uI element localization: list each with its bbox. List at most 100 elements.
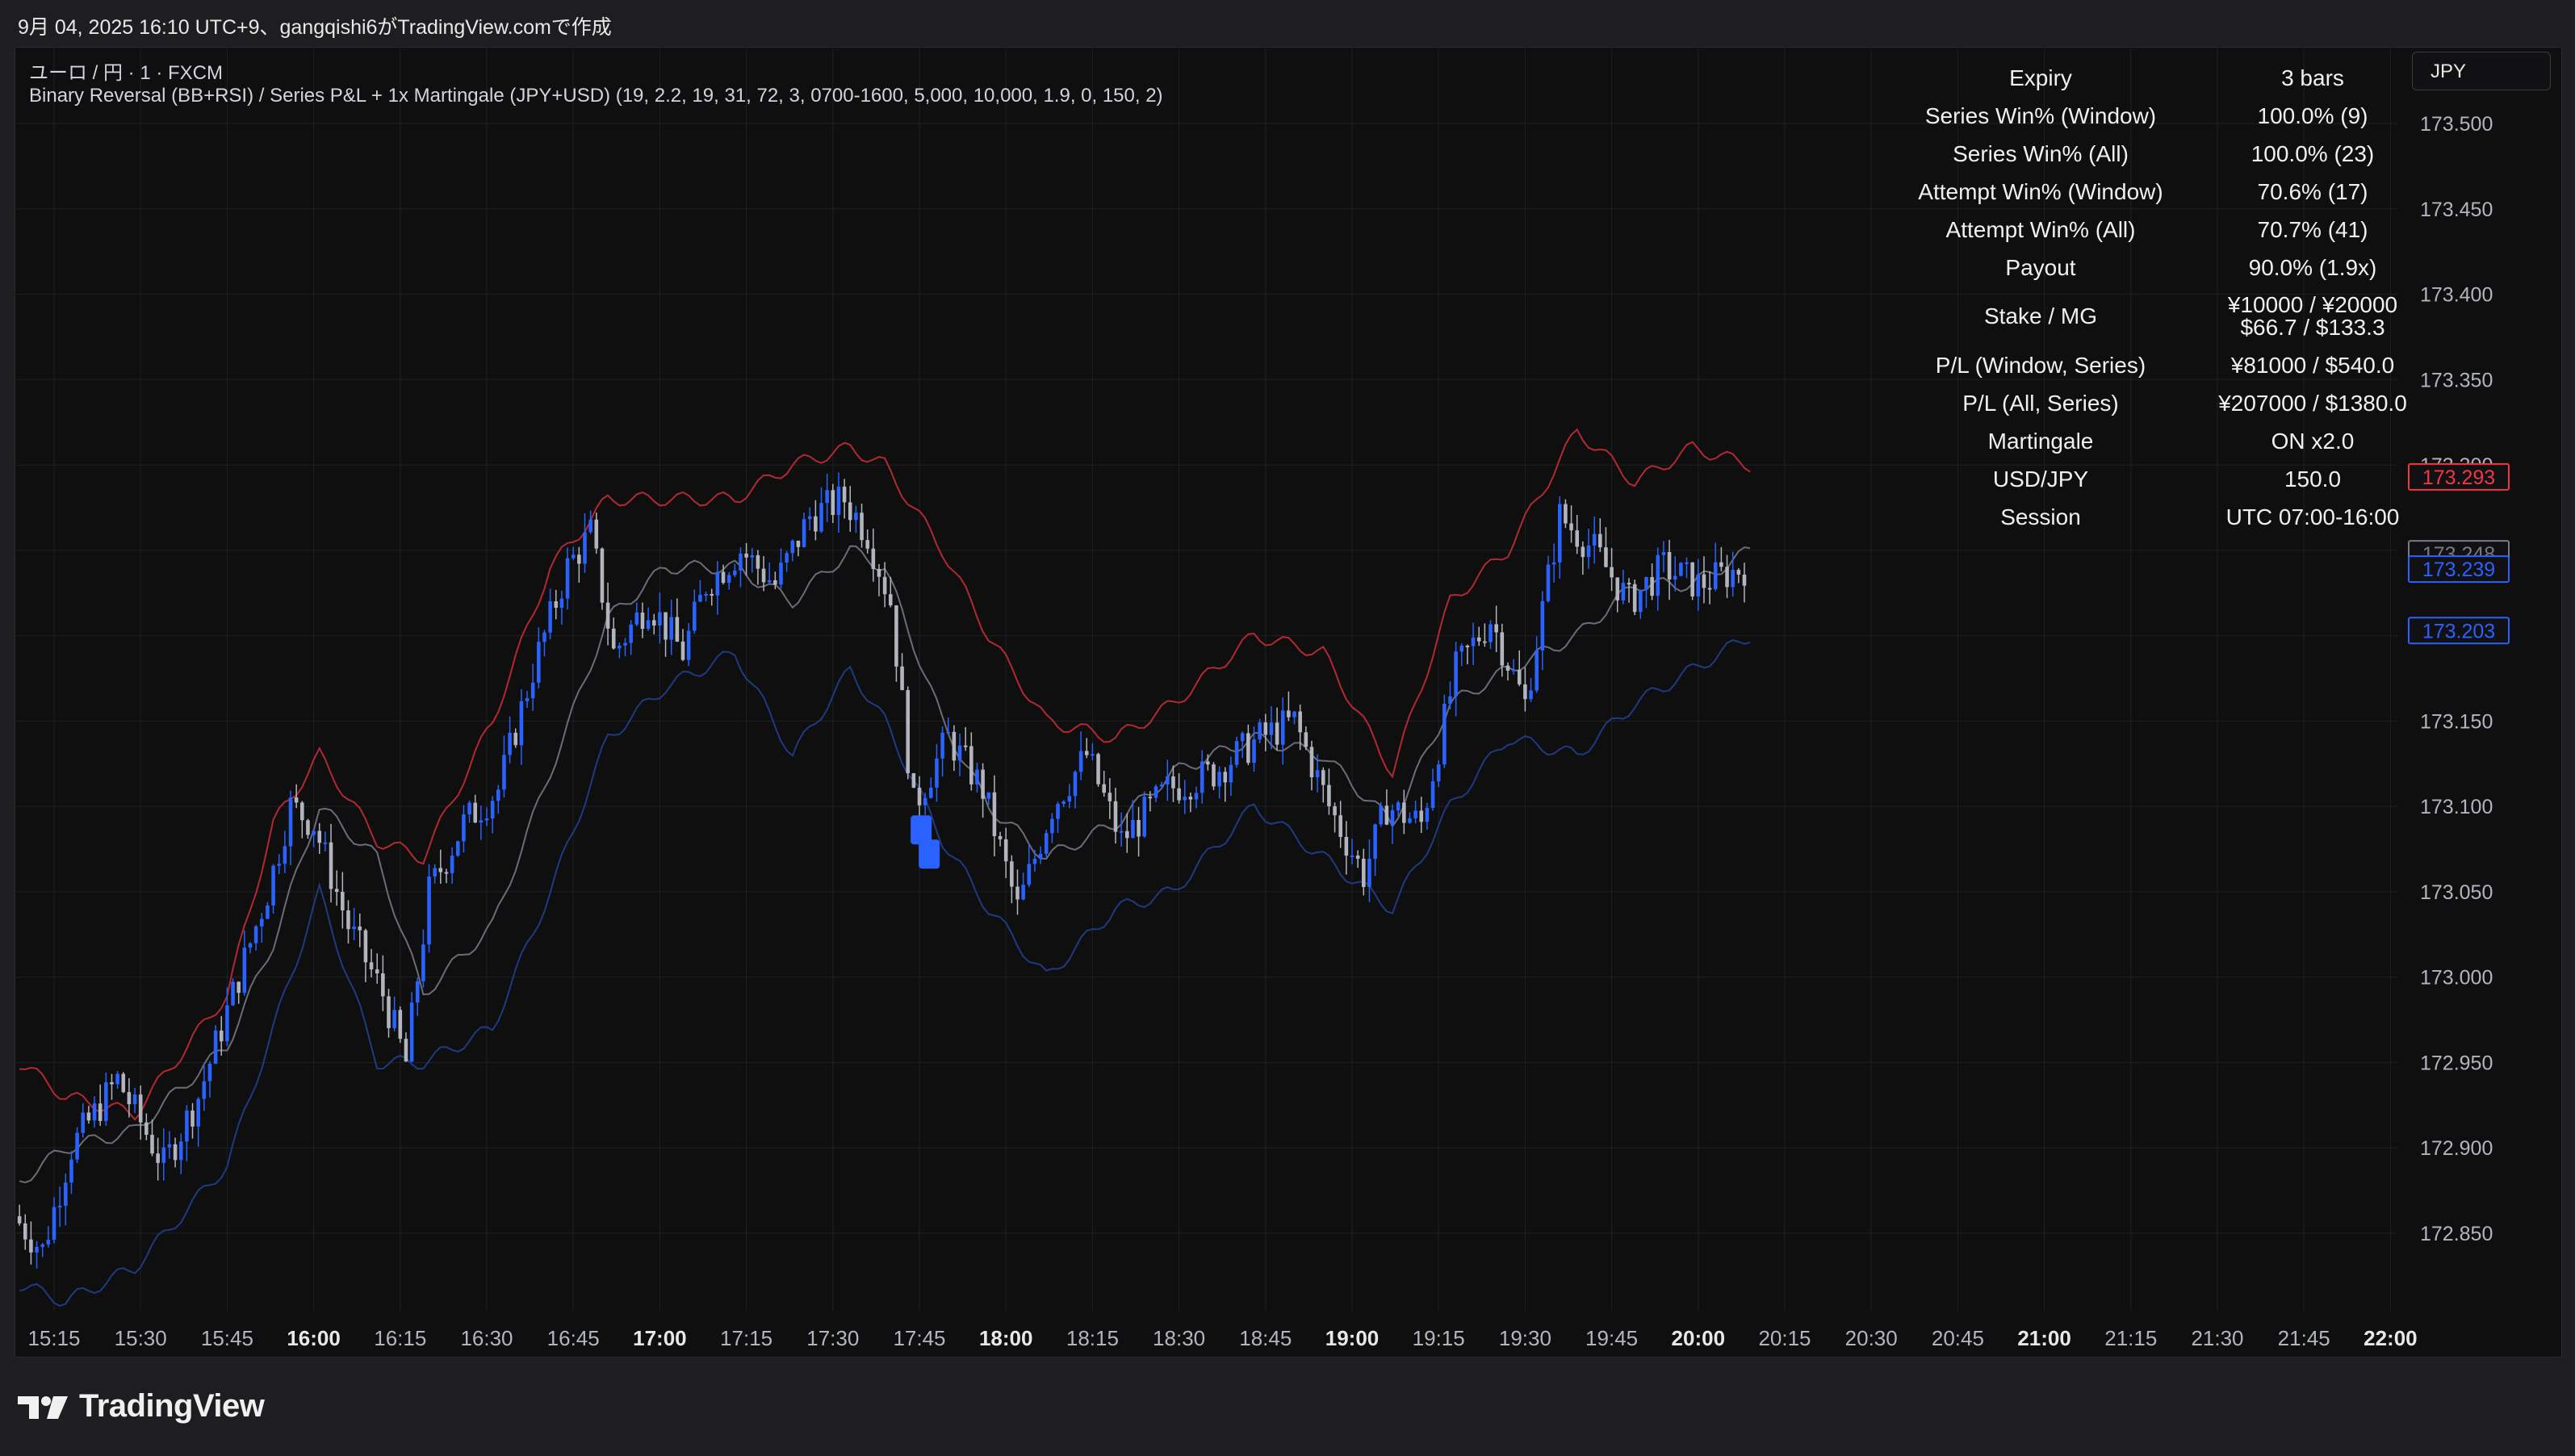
- time-tick-label: 19:00: [1325, 1326, 1380, 1350]
- bollinger-upper-band: [19, 428, 1751, 1121]
- time-tick-label: 20:00: [1672, 1326, 1726, 1350]
- time-tick-label: 18:15: [1066, 1326, 1119, 1350]
- candle-body: [341, 891, 345, 911]
- time-tick-label: 16:45: [547, 1326, 600, 1350]
- candle-body: [935, 758, 939, 788]
- candle-body: [81, 1112, 86, 1133]
- candle-body: [1610, 567, 1614, 578]
- stats-row: Attempt Win% (All) 70.7% (41): [1881, 211, 2397, 249]
- candle-body: [854, 513, 858, 521]
- candle-body: [161, 1147, 166, 1163]
- stats-value: ON x2.0: [2163, 422, 2462, 460]
- candle-body: [698, 594, 702, 602]
- candle-body: [1263, 722, 1268, 735]
- stats-row: Session UTC 07:00-16:00: [1881, 498, 2399, 536]
- candle-body: [69, 1159, 73, 1183]
- candle-body: [1015, 886, 1020, 900]
- candle-body: [1223, 772, 1228, 783]
- candle-body: [513, 732, 518, 746]
- candle-body: [1627, 583, 1631, 585]
- price-tick-label: 173.400: [2420, 284, 2493, 307]
- candle-body: [785, 553, 789, 563]
- candle-body: [427, 876, 431, 945]
- candle-body: [1234, 741, 1239, 765]
- candle-body: [957, 745, 962, 761]
- time-tick-label: 20:30: [1845, 1326, 1898, 1350]
- time-tick-label: 16:00: [287, 1326, 341, 1350]
- candle-body: [1269, 722, 1274, 735]
- time-tick-label: 17:00: [633, 1326, 687, 1350]
- candle-body: [1050, 818, 1054, 834]
- candle-body: [710, 594, 714, 596]
- candle-body: [490, 801, 495, 819]
- candle-body: [1551, 562, 1556, 565]
- time-tick-label: 16:15: [374, 1326, 426, 1350]
- candle-body: [819, 503, 823, 532]
- price-tick-label: 172.950: [2420, 1052, 2493, 1074]
- candle-body: [312, 831, 316, 835]
- candle-body: [1321, 770, 1325, 785]
- symbol-legend[interactable]: ユーロ / 円 · 1 · FXCM: [29, 62, 223, 84]
- price-label-text: 173.293: [2422, 467, 2495, 489]
- candle-body: [231, 981, 235, 1006]
- candle-body: [1166, 776, 1170, 784]
- candle-body: [1298, 711, 1302, 733]
- time-axis: 15:15 15:30 15:45 16:00 16:15 16:30 16:45 17:00…: [27, 1326, 2417, 1350]
- candle-body: [283, 846, 287, 864]
- candle-body: [363, 930, 368, 963]
- currency-selector[interactable]: JPY: [2412, 52, 2551, 90]
- candle-body: [415, 981, 420, 1003]
- candle-body: [865, 540, 869, 549]
- stats-row: P/L (All, Series) ¥207000 / $1380.0: [1881, 384, 2407, 422]
- candle-body: [917, 787, 922, 805]
- candle-body: [57, 1205, 62, 1207]
- price-tick-label: 172.850: [2420, 1223, 2493, 1245]
- candle-body: [253, 926, 258, 943]
- time-tick-label: 21:30: [2191, 1326, 2243, 1350]
- candle-body: [739, 553, 743, 571]
- candle-body: [266, 905, 270, 919]
- stats-value: ¥10000 / ¥20000 $66.7 / $133.3: [2163, 294, 2462, 339]
- candle-body: [1413, 810, 1417, 818]
- candle-body: [225, 1005, 229, 1042]
- candle-body: [473, 802, 477, 823]
- candle-body: [1639, 589, 1643, 613]
- candle-body: [1119, 831, 1124, 833]
- stats-value-line: 100.0% (9): [2257, 103, 2368, 128]
- candle-body: [664, 612, 668, 640]
- candle-body: [1592, 533, 1597, 546]
- stats-value-line: 3 bars: [2281, 65, 2344, 90]
- candle-body: [906, 690, 910, 774]
- candle-body: [1056, 804, 1060, 819]
- candle-body: [1107, 793, 1112, 801]
- candle-body: [1200, 761, 1204, 793]
- candle-body: [1367, 859, 1371, 888]
- candle-body: [779, 563, 783, 585]
- candle-body: [1696, 574, 1701, 597]
- time-tick-label: 22:00: [2364, 1326, 2418, 1350]
- candle-body: [462, 814, 466, 842]
- candle-body: [1159, 784, 1164, 787]
- candle-body: [530, 682, 535, 699]
- candle-body: [981, 769, 985, 799]
- candle-body: [877, 568, 881, 577]
- stats-key: Expiry: [2009, 65, 2072, 90]
- candle-body: [369, 962, 374, 970]
- bollinger-lower-band: [19, 639, 1751, 1307]
- candle-body: [583, 532, 587, 564]
- stats-value: ¥207000 / $1380.0: [2163, 384, 2462, 422]
- candle-body: [634, 612, 639, 625]
- stats-key: Attempt Win% (Window): [1918, 179, 2163, 204]
- candle-body: [1465, 646, 1470, 648]
- candle-body: [1581, 546, 1585, 558]
- stats-row: Payout 90.0% (1.9x): [1881, 249, 2397, 287]
- candle-body: [900, 666, 904, 691]
- candle-body: [1661, 551, 1666, 555]
- chart-canvas[interactable]: 173.500173.450173.400173.350173.300173.2…: [0, 0, 2575, 1372]
- indicator-legend[interactable]: Binary Reversal (BB+RSI) / Series P&L + …: [29, 85, 1163, 107]
- candle-body: [502, 755, 506, 790]
- stats-value-line: ¥10000 / ¥20000: [2227, 292, 2398, 317]
- candle-body: [508, 732, 512, 755]
- stats-row: P/L (Window, Series) ¥81000 / $540.0: [1881, 346, 2397, 384]
- candle-body: [150, 1135, 154, 1154]
